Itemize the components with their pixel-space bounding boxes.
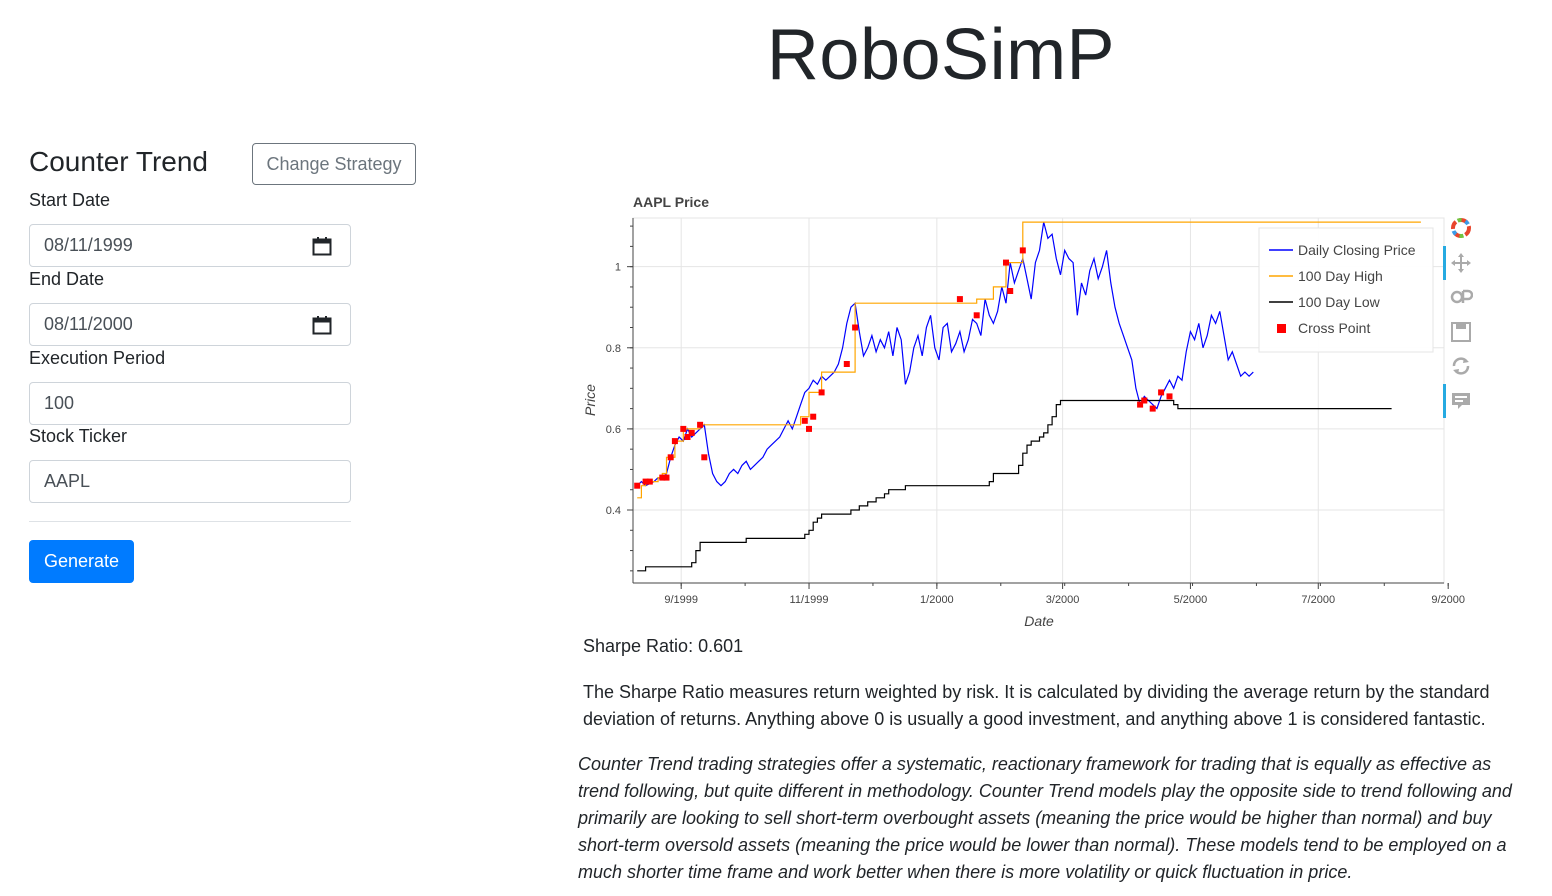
chart-title: AAPL Price [633, 194, 709, 210]
cross-point[interactable] [1007, 288, 1014, 294]
cross-point[interactable] [801, 417, 808, 424]
cross-point[interactable] [1137, 401, 1144, 408]
x-tick-label: 1/2000 [920, 594, 954, 606]
cross-point[interactable] [663, 474, 670, 481]
strategy-title: Counter Trend [29, 146, 208, 177]
form-divider [29, 521, 351, 522]
cross-point[interactable] [810, 413, 817, 420]
cross-point[interactable] [818, 389, 825, 396]
cross-point[interactable] [646, 478, 653, 485]
y-tick-label: 0.8 [606, 343, 621, 355]
hover-icon[interactable] [1449, 389, 1473, 413]
cross-points [634, 247, 1173, 489]
cross-point[interactable] [667, 454, 674, 461]
execution-period-label: Execution Period [29, 348, 166, 368]
cross-point[interactable] [1141, 397, 1148, 404]
end-date-value: 08/11/2000 [44, 314, 133, 334]
x-tick-label: 5/2000 [1174, 594, 1208, 606]
strategy-description: Counter Trend trading strategies offer a… [578, 754, 1512, 882]
cross-point[interactable] [852, 324, 859, 331]
cross-point[interactable] [1158, 389, 1165, 396]
cross-point[interactable] [680, 425, 687, 432]
legend-low[interactable]: 100 Day Low [1298, 294, 1381, 310]
legend: Daily Closing Price 100 Day High 100 Day L… [1258, 227, 1434, 353]
start-date-label: Start Date [29, 190, 111, 210]
app-title: RoboSimP [766, 15, 1116, 95]
legend-cross-point[interactable]: Cross Point [1298, 320, 1370, 336]
legend-box [1258, 227, 1434, 353]
execution-period-value: 100 [44, 393, 75, 413]
y-tick-label: 0.4 [606, 505, 621, 517]
cross-point[interactable] [684, 434, 691, 440]
cross-point[interactable] [973, 312, 980, 319]
price-chart-svg[interactable]: AAPL Price 9/1999 11/1999 1/2000 3/2000 5/20… [575, 190, 1480, 635]
x-tick-label: 11/1999 [790, 594, 829, 606]
y-tick-label: 0.6 [606, 424, 621, 436]
x-tick-label: 9/1999 [664, 594, 698, 606]
pan-active-indicator [1443, 246, 1446, 280]
sharpe-description: The Sharpe Ratio measures return weighte… [583, 682, 1490, 729]
stock-ticker-value: AAPL [44, 471, 91, 491]
legend-cross-point-swatch [1277, 324, 1286, 333]
legend-closing-price[interactable]: Daily Closing Price [1298, 242, 1416, 258]
cross-point[interactable] [634, 482, 641, 489]
cross-point[interactable] [659, 474, 666, 481]
cross-point[interactable] [697, 421, 704, 428]
cross-point[interactable] [642, 478, 649, 485]
axes: 9/1999 11/1999 1/2000 3/2000 5/2000 7/2000 9/2… [606, 218, 1465, 606]
end-date-label: End Date [29, 269, 105, 289]
stock-ticker-input[interactable]: AAPL [29, 460, 351, 503]
cross-point[interactable] [1003, 259, 1009, 266]
cross-point[interactable] [671, 438, 678, 445]
pan-icon[interactable] [1449, 251, 1473, 275]
y-axis-label: Price [582, 384, 598, 416]
calendar-icon[interactable] [312, 236, 332, 256]
start-date-input[interactable]: 08/11/1999 [29, 224, 351, 267]
bokeh-logo-icon[interactable] [1449, 216, 1473, 240]
closing-price-line [636, 221, 1254, 487]
cross-point[interactable] [1019, 247, 1026, 254]
cross-point[interactable] [701, 454, 708, 461]
stock-ticker-label: Stock Ticker [29, 426, 128, 446]
low-100-day-line [637, 399, 1392, 572]
save-icon[interactable] [1449, 320, 1473, 344]
reset-icon[interactable] [1449, 354, 1473, 378]
cross-point[interactable] [956, 296, 963, 303]
generate-button[interactable]: Generate [29, 540, 134, 583]
change-strategy-button[interactable]: Change Strategy [252, 143, 416, 185]
legend-high[interactable]: 100 Day High [1298, 268, 1383, 284]
end-date-input[interactable]: 08/11/2000 [29, 303, 351, 346]
x-tick-label: 9/2000 [1431, 594, 1465, 606]
execution-period-input[interactable]: 100 [29, 382, 351, 425]
x-axis-label: Date [1024, 613, 1054, 629]
box-zoom-icon[interactable] [1449, 285, 1473, 309]
cross-point[interactable] [688, 429, 695, 436]
calendar-icon[interactable] [312, 315, 332, 335]
x-tick-label: 7/2000 [1301, 594, 1335, 606]
price-chart[interactable]: AAPL Price 9/1999 11/1999 1/2000 3/2000 5/20… [575, 190, 1480, 635]
start-date-value: 08/11/1999 [44, 235, 133, 255]
cross-point[interactable] [843, 361, 850, 367]
cross-point[interactable] [806, 425, 812, 432]
cross-point[interactable] [1149, 405, 1156, 412]
cross-point[interactable] [1166, 393, 1173, 400]
x-tick-label: 3/2000 [1046, 594, 1080, 606]
y-tick-label: 1 [615, 262, 621, 274]
hover-active-indicator [1443, 384, 1446, 418]
sharpe-ratio: Sharpe Ratio: 0.601 [583, 636, 744, 656]
